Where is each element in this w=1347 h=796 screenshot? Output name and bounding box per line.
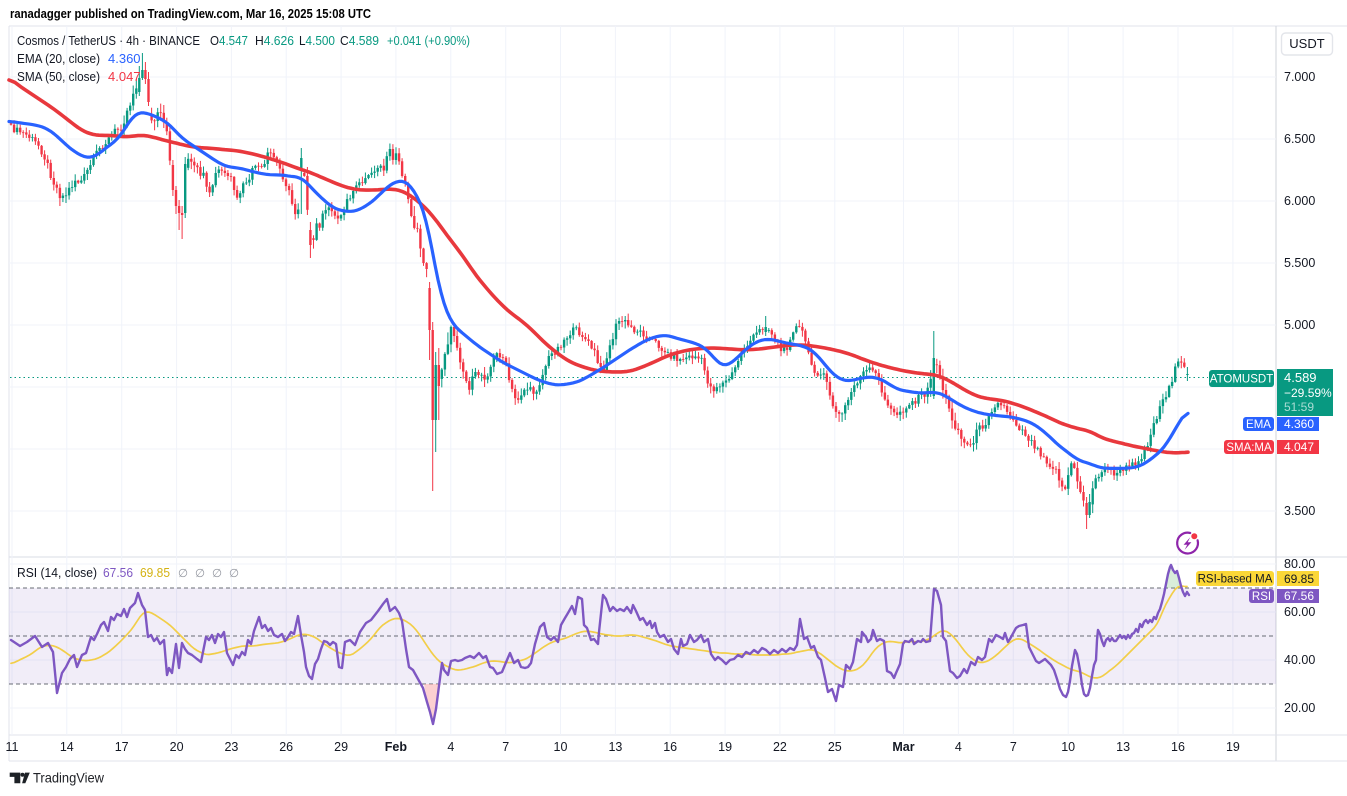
svg-text:17: 17 [115,740,129,754]
svg-text:5.000: 5.000 [1284,318,1315,332]
svg-text:19: 19 [1226,740,1240,754]
svg-text:29: 29 [334,740,348,754]
svg-text:L4.500: L4.500 [299,33,335,48]
svg-text:USDT: USDT [1289,36,1324,51]
svg-text:26: 26 [279,740,293,754]
svg-text:4: 4 [955,740,962,754]
svg-text:4.047: 4.047 [1284,440,1314,454]
svg-text:4.360: 4.360 [1284,417,1314,431]
svg-text:O4.547: O4.547 [210,33,248,48]
svg-text:16: 16 [1171,740,1185,754]
svg-text:4: 4 [447,740,454,754]
svg-text:ranadagger published on Tradin: ranadagger published on TradingView.com,… [10,6,372,21]
svg-text:TradingView: TradingView [33,770,105,786]
svg-text:H4.626: H4.626 [255,33,294,48]
svg-text:SMA:MA: SMA:MA [1226,442,1272,454]
svg-text:14: 14 [60,740,74,754]
svg-text:69.85: 69.85 [1284,572,1314,586]
svg-text:19: 19 [718,740,732,754]
svg-text:∅: ∅ [178,568,188,580]
svg-text:7: 7 [502,740,509,754]
svg-text:+0.041 (+0.90%): +0.041 (+0.90%) [387,33,470,48]
svg-text:Feb: Feb [385,740,408,754]
svg-text:67.56: 67.56 [103,565,133,580]
svg-text:16: 16 [663,740,677,754]
svg-text:EMA: EMA [1246,419,1271,431]
svg-text:RSI-based MA: RSI-based MA [1198,574,1273,586]
svg-text:20: 20 [170,740,184,754]
svg-text:22: 22 [773,740,787,754]
svg-text:13: 13 [608,740,622,754]
svg-text:5.500: 5.500 [1284,256,1315,270]
svg-text:10: 10 [1061,740,1075,754]
svg-text:13: 13 [1116,740,1130,754]
svg-text:80.00: 80.00 [1284,557,1315,571]
svg-text:11: 11 [6,740,19,754]
svg-text:∅: ∅ [229,568,239,580]
svg-text:51:59: 51:59 [1284,400,1314,414]
svg-text:7.000: 7.000 [1284,70,1315,84]
svg-text:ATOMUSDT: ATOMUSDT [1210,374,1273,386]
svg-text:40.00: 40.00 [1284,653,1315,667]
svg-text:10: 10 [554,740,568,754]
svg-text:EMA (20, close): EMA (20, close) [17,51,100,66]
svg-text:SMA (50, close): SMA (50, close) [17,69,100,84]
svg-text:RSI: RSI [1252,591,1271,603]
svg-text:∅: ∅ [212,568,222,580]
svg-text:23: 23 [224,740,238,754]
svg-text:∅: ∅ [195,568,205,580]
svg-text:Mar: Mar [892,740,914,754]
svg-text:67.56: 67.56 [1284,589,1314,603]
svg-text:4.047: 4.047 [108,69,141,84]
svg-text:6.000: 6.000 [1284,194,1315,208]
svg-text:69.85: 69.85 [140,565,170,580]
svg-text:−29.59%: −29.59% [1284,386,1332,400]
svg-text:60.00: 60.00 [1284,605,1315,619]
svg-text:4.360: 4.360 [108,51,141,66]
svg-text:C4.589: C4.589 [340,33,379,48]
svg-text:7: 7 [1010,740,1017,754]
svg-text:4.589: 4.589 [1284,370,1317,385]
svg-text:25: 25 [828,740,842,754]
svg-text:Cosmos / TetherUS · 4h · BINAN: Cosmos / TetherUS · 4h · BINANCE [17,33,200,48]
svg-text:3.500: 3.500 [1284,504,1315,518]
svg-text:RSI (14, close): RSI (14, close) [17,565,97,580]
svg-text:20.00: 20.00 [1284,701,1315,715]
svg-text:6.500: 6.500 [1284,132,1315,146]
